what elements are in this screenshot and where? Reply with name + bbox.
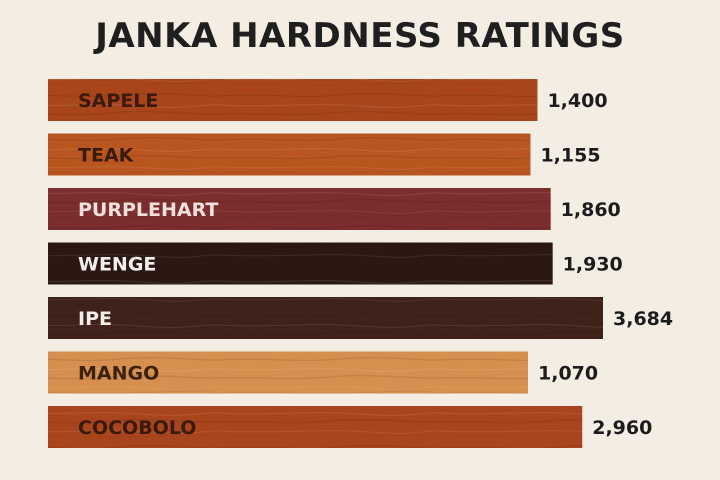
bar-label: WENGE xyxy=(78,254,156,276)
bar-grain-texture xyxy=(48,406,583,448)
bar-grain-texture xyxy=(48,351,528,394)
bar-label: MANGO xyxy=(78,363,159,385)
bar-grain-texture xyxy=(48,242,553,285)
value-label: 1,070 xyxy=(538,363,598,385)
bar-label: TEAK xyxy=(78,145,135,167)
bar-grain-texture xyxy=(48,188,551,230)
value-label: 2,960 xyxy=(592,417,652,439)
bar-label: IPE xyxy=(78,308,112,330)
value-label: 1,155 xyxy=(540,145,600,167)
bar-grain-texture xyxy=(48,297,603,339)
value-label: 1,400 xyxy=(547,90,607,112)
chart-title: JANKA HARDNESS RATINGS xyxy=(95,16,625,56)
value-label: 3,684 xyxy=(613,308,673,330)
value-label: 1,930 xyxy=(563,254,623,276)
value-label: 1,860 xyxy=(561,199,621,221)
bar-grain-texture xyxy=(48,133,531,176)
bar-grain-texture xyxy=(48,79,538,121)
bar-label: COCOBOLO xyxy=(78,417,196,439)
bar-label: SAPELE xyxy=(78,90,158,112)
bar-label: PURPLEHART xyxy=(78,199,218,221)
